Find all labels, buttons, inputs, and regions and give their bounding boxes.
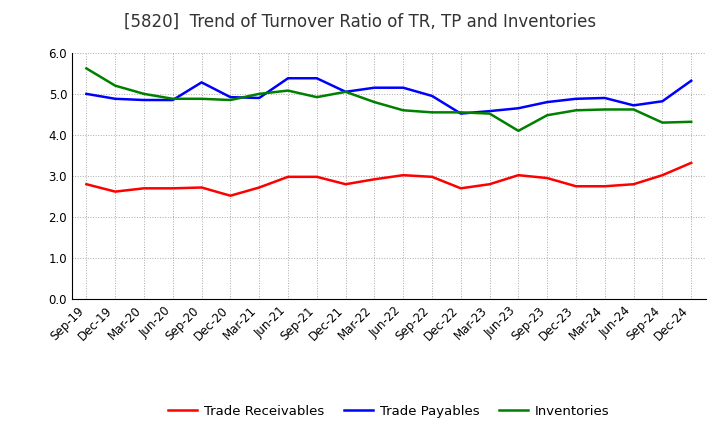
Trade Receivables — [255, 185, 264, 190]
Trade Payables — [600, 95, 609, 101]
Trade Payables — [485, 109, 494, 114]
Inventories — [514, 128, 523, 133]
Inventories — [543, 113, 552, 118]
Trade Receivables — [687, 160, 696, 165]
Inventories — [140, 91, 148, 96]
Text: [5820]  Trend of Turnover Ratio of TR, TP and Inventories: [5820] Trend of Turnover Ratio of TR, TP… — [124, 13, 596, 31]
Trade Payables — [658, 99, 667, 104]
Trade Payables — [226, 95, 235, 100]
Trade Payables — [82, 91, 91, 96]
Inventories — [341, 89, 350, 95]
Trade Receivables — [312, 174, 321, 180]
Trade Payables — [514, 106, 523, 111]
Trade Receivables — [82, 182, 91, 187]
Inventories — [629, 107, 638, 112]
Trade Payables — [399, 85, 408, 90]
Trade Payables — [629, 103, 638, 108]
Inventories — [197, 96, 206, 102]
Legend: Trade Receivables, Trade Payables, Inventories: Trade Receivables, Trade Payables, Inven… — [163, 400, 615, 423]
Trade Receivables — [111, 189, 120, 194]
Trade Payables — [255, 95, 264, 101]
Line: Trade Payables: Trade Payables — [86, 78, 691, 114]
Inventories — [168, 96, 177, 102]
Inventories — [658, 120, 667, 125]
Trade Payables — [572, 96, 580, 102]
Trade Receivables — [629, 182, 638, 187]
Trade Receivables — [658, 172, 667, 178]
Inventories — [600, 107, 609, 112]
Trade Payables — [687, 78, 696, 83]
Trade Payables — [456, 111, 465, 116]
Line: Trade Receivables: Trade Receivables — [86, 163, 691, 196]
Trade Payables — [428, 93, 436, 99]
Trade Receivables — [428, 174, 436, 180]
Trade Receivables — [341, 182, 350, 187]
Inventories — [572, 108, 580, 113]
Trade Receivables — [168, 186, 177, 191]
Inventories — [284, 88, 292, 93]
Inventories — [456, 110, 465, 115]
Trade Payables — [168, 97, 177, 103]
Trade Receivables — [370, 176, 379, 182]
Trade Receivables — [600, 183, 609, 189]
Line: Inventories: Inventories — [86, 68, 691, 131]
Inventories — [428, 110, 436, 115]
Inventories — [687, 119, 696, 125]
Inventories — [226, 97, 235, 103]
Inventories — [82, 66, 91, 71]
Trade Receivables — [572, 183, 580, 189]
Inventories — [255, 91, 264, 96]
Inventories — [370, 99, 379, 105]
Trade Payables — [140, 97, 148, 103]
Trade Payables — [197, 80, 206, 85]
Trade Payables — [341, 89, 350, 95]
Trade Receivables — [543, 176, 552, 181]
Trade Payables — [370, 85, 379, 90]
Inventories — [399, 108, 408, 113]
Trade Receivables — [140, 186, 148, 191]
Trade Receivables — [399, 172, 408, 178]
Inventories — [485, 111, 494, 116]
Inventories — [111, 83, 120, 88]
Trade Payables — [284, 76, 292, 81]
Trade Payables — [312, 76, 321, 81]
Trade Receivables — [197, 185, 206, 190]
Trade Receivables — [456, 186, 465, 191]
Trade Payables — [111, 96, 120, 102]
Trade Receivables — [284, 174, 292, 180]
Trade Receivables — [514, 172, 523, 178]
Trade Receivables — [485, 182, 494, 187]
Trade Payables — [543, 99, 552, 105]
Inventories — [312, 95, 321, 100]
Trade Receivables — [226, 193, 235, 198]
